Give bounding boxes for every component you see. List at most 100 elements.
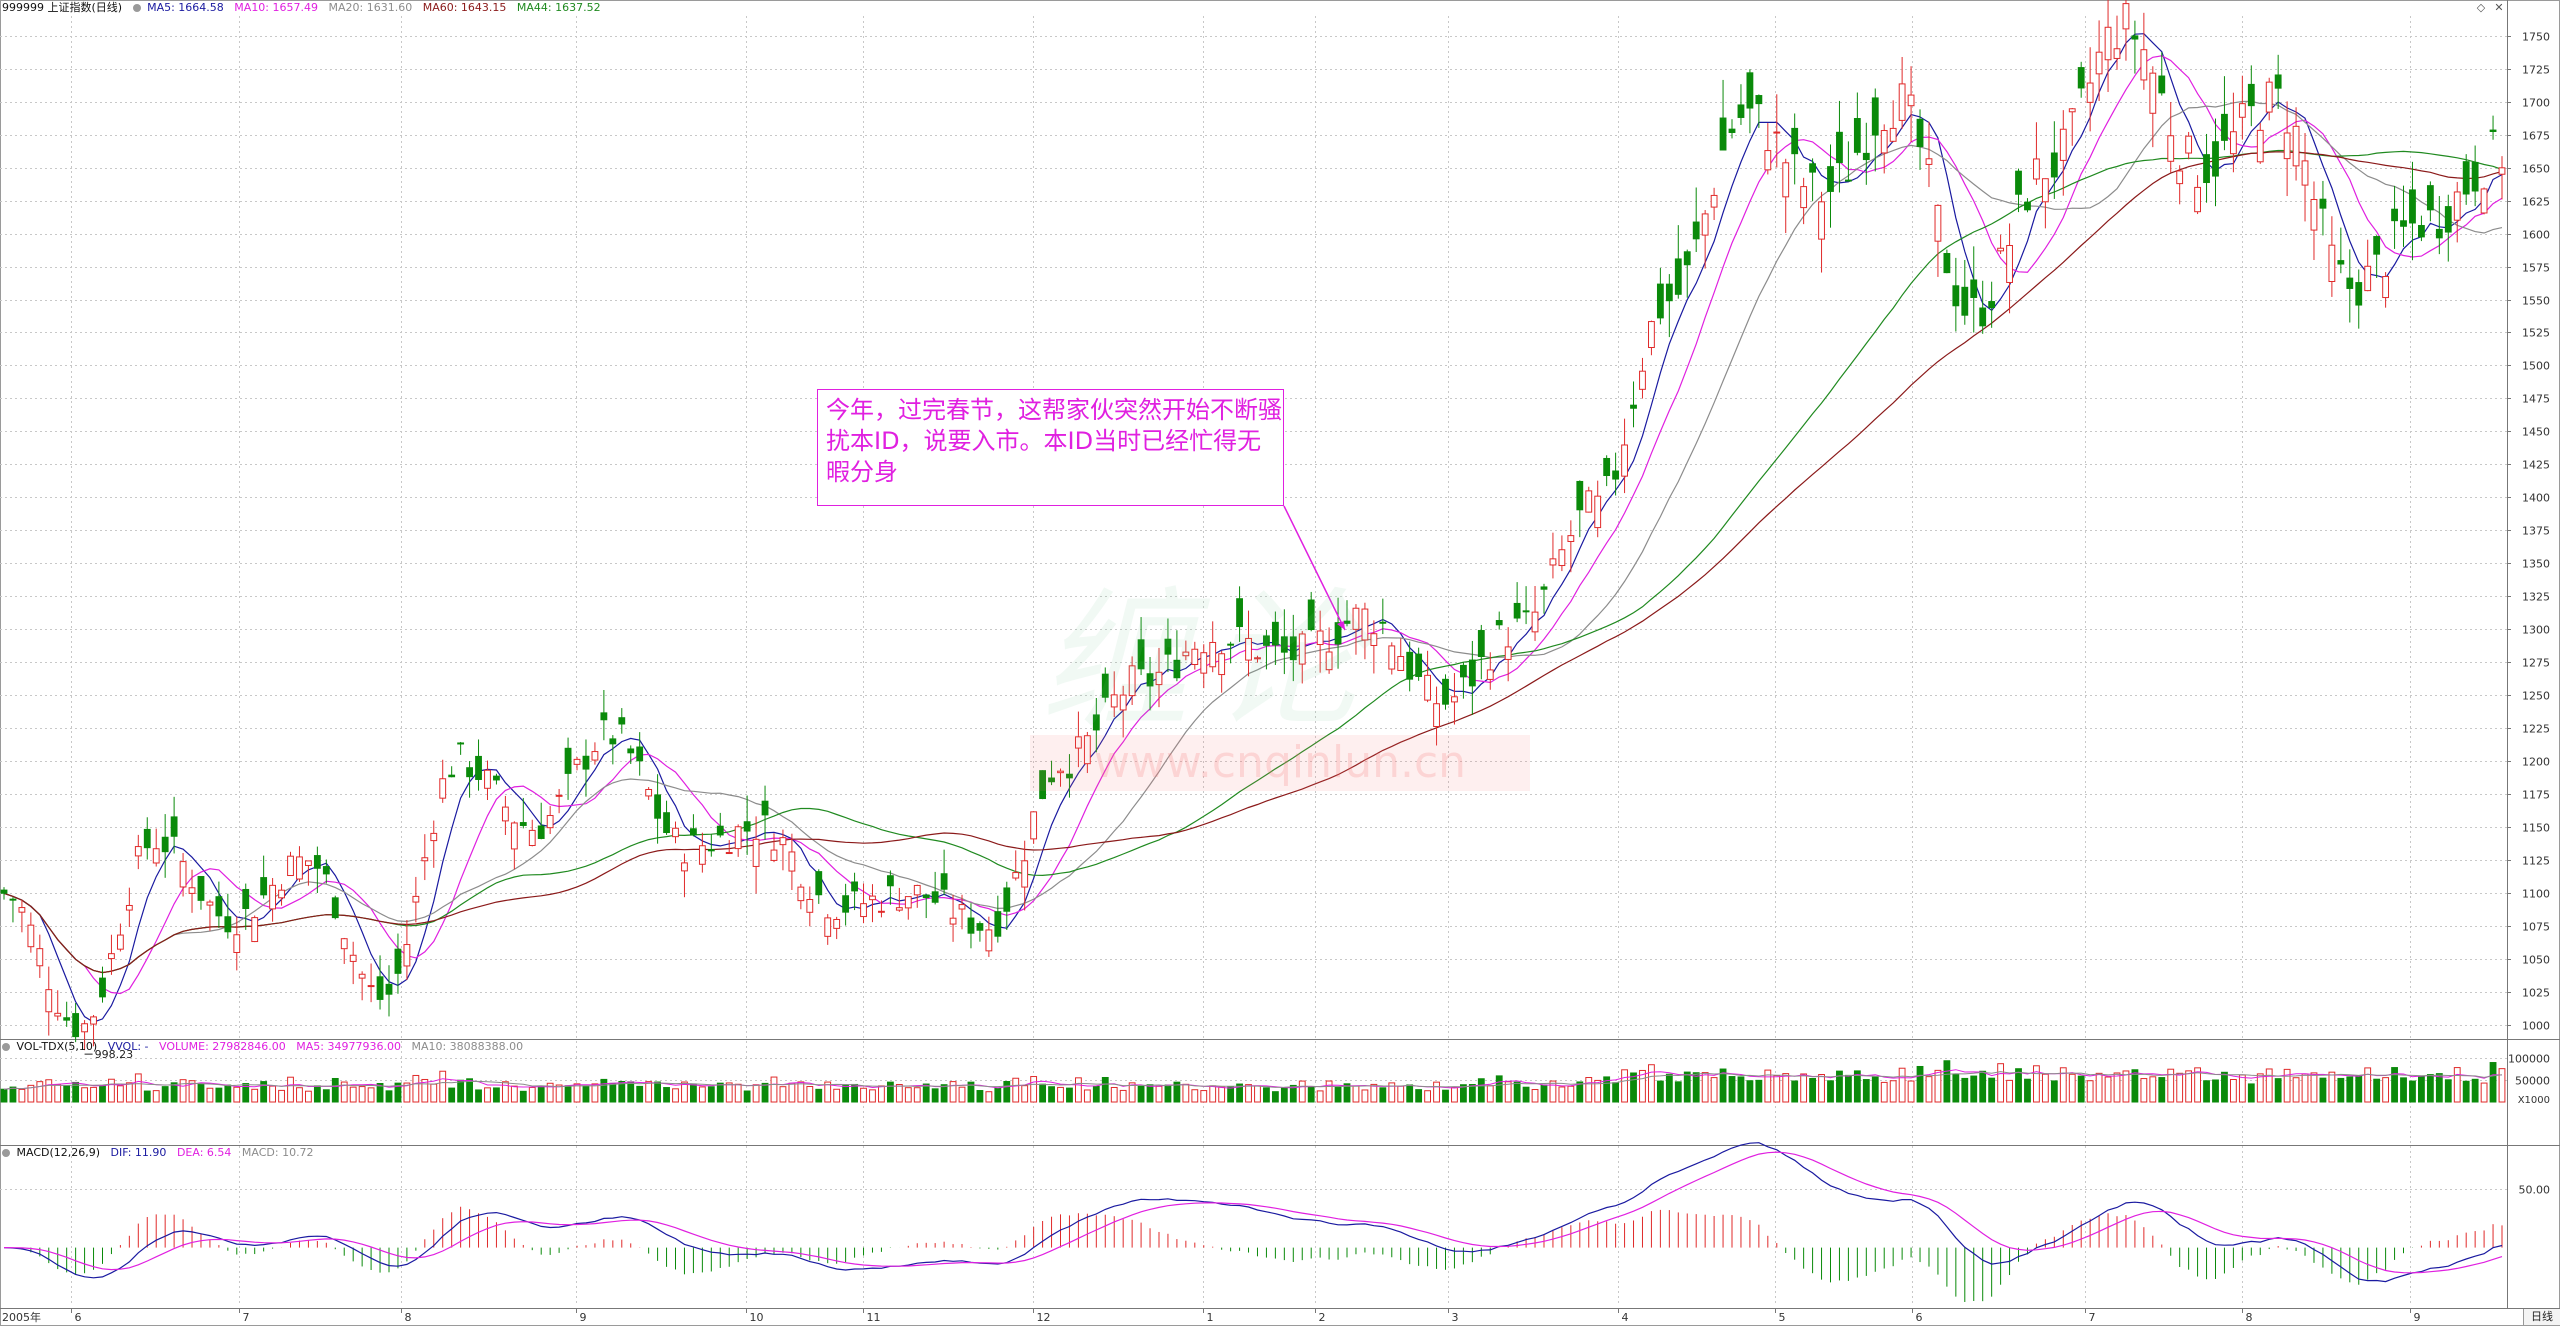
volume-bar: [573, 1083, 581, 1103]
volume-settings-dot-icon[interactable]: [2, 1043, 10, 1051]
candle-body: [1898, 83, 1906, 121]
month-label: 12: [1037, 1311, 1051, 1324]
volume-bar: [1164, 1084, 1172, 1103]
volume-bar: [1585, 1077, 1593, 1103]
volume-bar: [2185, 1070, 2193, 1103]
volume-bar: [2283, 1068, 2291, 1103]
volume-bar: [2480, 1082, 2488, 1103]
volume-bar: [2194, 1067, 2201, 1103]
vvol-readout: VVOL: -: [107, 1040, 149, 1053]
volume-bar: [81, 1087, 88, 1103]
macd-settings-dot-icon[interactable]: [2, 1149, 10, 1157]
period-button[interactable]: 日线: [2523, 1309, 2560, 1325]
candle-body: [1325, 651, 1333, 671]
volume-bar: [349, 1086, 357, 1103]
volume-bar: [752, 1084, 760, 1103]
candle-body: [654, 794, 662, 819]
candle-body: [1979, 307, 1987, 327]
settings-dot-icon[interactable]: [132, 4, 141, 12]
volume-bar: [869, 1089, 876, 1103]
candle-body: [1621, 444, 1628, 477]
candle-body: [2453, 191, 2461, 221]
volume-bar: [412, 1074, 420, 1103]
volume-bar: [466, 1078, 473, 1103]
volume-bar: [1889, 1080, 1897, 1103]
candle-body: [1486, 669, 1494, 680]
volume-bar: [2113, 1072, 2121, 1103]
candle-body: [1433, 703, 1440, 728]
volume-bar: [1952, 1073, 1960, 1103]
volume-bar: [1513, 1081, 1521, 1103]
candle-body: [1415, 653, 1423, 677]
volume-bar: [1182, 1083, 1190, 1103]
candle-body: [1916, 118, 1924, 147]
volume-bar: [242, 1083, 250, 1103]
candle-body: [672, 827, 679, 838]
candle-body: [358, 973, 366, 979]
volume-bar: [2382, 1077, 2390, 1103]
volume-bar: [2158, 1077, 2166, 1103]
candle-body: [878, 910, 885, 913]
volume-bar: [143, 1090, 151, 1103]
volume-bar: [1254, 1085, 1261, 1103]
candle-body: [564, 747, 572, 774]
candle-body: [636, 746, 644, 762]
candle-body: [1406, 651, 1414, 680]
candle-body: [1943, 253, 1951, 274]
candle-body: [1218, 653, 1226, 676]
candle-body: [2203, 154, 2210, 184]
volume-bar: [1674, 1081, 1682, 1103]
candle-body: [1459, 664, 1467, 678]
volume-bar: [170, 1082, 178, 1103]
candle-body: [1513, 602, 1521, 619]
candle-body: [1567, 535, 1575, 542]
candle-body: [1074, 736, 1082, 749]
candle-body: [2373, 236, 2381, 255]
close-icon[interactable]: ✕: [2494, 1, 2504, 14]
candle-body: [600, 712, 608, 721]
candle-body: [1263, 635, 1270, 646]
volume-bar: [260, 1081, 268, 1103]
candle-body: [2391, 208, 2398, 222]
candle-body: [1755, 95, 1763, 105]
candle-body: [448, 774, 456, 778]
volume-bar: [322, 1089, 330, 1103]
candle-body: [949, 917, 957, 925]
candle-body: [72, 1013, 80, 1038]
month-label: 7: [243, 1311, 250, 1324]
volume-bar: [922, 1083, 930, 1103]
volume-bar: [1477, 1078, 1485, 1103]
volume-bar: [824, 1081, 832, 1103]
volume-bar: [2292, 1077, 2300, 1103]
volume-bar: [788, 1082, 796, 1103]
candle-body: [1155, 671, 1163, 686]
volume-bar: [1083, 1089, 1091, 1103]
volume-bar: [2247, 1083, 2255, 1103]
volume-bar: [2346, 1076, 2354, 1103]
restore-diamond-icon[interactable]: ◇: [2476, 1, 2486, 14]
volume-bar: [1433, 1081, 1440, 1103]
candle-body: [707, 849, 715, 852]
volume-bar: [9, 1086, 17, 1103]
candle-body: [1603, 457, 1611, 477]
volume-bar: [430, 1083, 438, 1103]
candle-body: [752, 838, 760, 867]
candle-body: [1818, 201, 1825, 240]
candle-body: [1862, 152, 1870, 161]
volume-bar: [394, 1082, 402, 1103]
volume-bar: [1809, 1078, 1816, 1103]
price-tick-label: 1275: [2522, 657, 2550, 670]
volume-bar: [743, 1090, 751, 1103]
volume-bar: [2050, 1080, 2058, 1103]
ma5-readout: MA5: 1664.58: [147, 1, 224, 14]
candle-body: [251, 917, 259, 943]
candle-body: [2471, 161, 2479, 192]
candle-body: [770, 849, 778, 861]
volume-bar: [537, 1085, 545, 1103]
volume-bar: [940, 1084, 948, 1103]
volume-bar: [1934, 1069, 1942, 1103]
candle-body: [1692, 221, 1700, 240]
volume-bar: [313, 1085, 321, 1103]
